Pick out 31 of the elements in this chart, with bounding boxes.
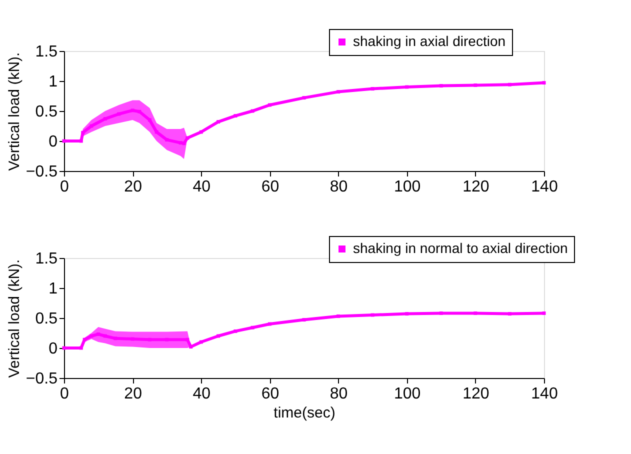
x-tick-label: 120 xyxy=(462,178,490,196)
y-tick-label: 1.5 xyxy=(35,250,58,268)
x-tick-label: 80 xyxy=(330,386,348,402)
y-tick-label: −0.5 xyxy=(26,370,58,388)
x-tick-label: 20 xyxy=(124,386,142,402)
y-tick-label: 1.5 xyxy=(35,44,58,60)
x-tick-label: 140 xyxy=(531,178,558,196)
y-tick-label: 0 xyxy=(48,134,58,150)
legend-label: shaking in normal to axial direction xyxy=(353,240,568,256)
x-tick-label: 20 xyxy=(124,178,142,196)
x-tick-label: 40 xyxy=(192,178,211,196)
y-tick-label: 0.5 xyxy=(35,104,58,120)
y-tick-label: 0 xyxy=(48,340,58,358)
x-tick-label: 40 xyxy=(192,386,211,402)
y-tick-label: −0.5 xyxy=(26,164,58,180)
x-tick-label: 0 xyxy=(60,178,70,196)
y-tick-label: 1 xyxy=(48,74,58,90)
x-tick-label: 60 xyxy=(261,178,280,196)
y-tick-label: 0.5 xyxy=(35,310,58,328)
y-axis-title: Vertical load (kN). xyxy=(6,52,23,171)
x-tick-label: 0 xyxy=(60,386,70,402)
legend-label: shaking in axial direction xyxy=(353,33,506,49)
x-tick-label: 100 xyxy=(394,178,421,196)
y-axis-title: Vertical load (kN). xyxy=(6,259,23,378)
x-tick-label: 100 xyxy=(394,386,421,402)
x-axis-title: time(sec) xyxy=(274,404,336,422)
x-tick-label: 60 xyxy=(261,386,280,402)
x-tick-label: 140 xyxy=(531,386,558,402)
y-tick-label: 1 xyxy=(48,280,58,298)
x-tick-label: 80 xyxy=(330,178,348,196)
x-tick-label: 120 xyxy=(462,386,490,402)
